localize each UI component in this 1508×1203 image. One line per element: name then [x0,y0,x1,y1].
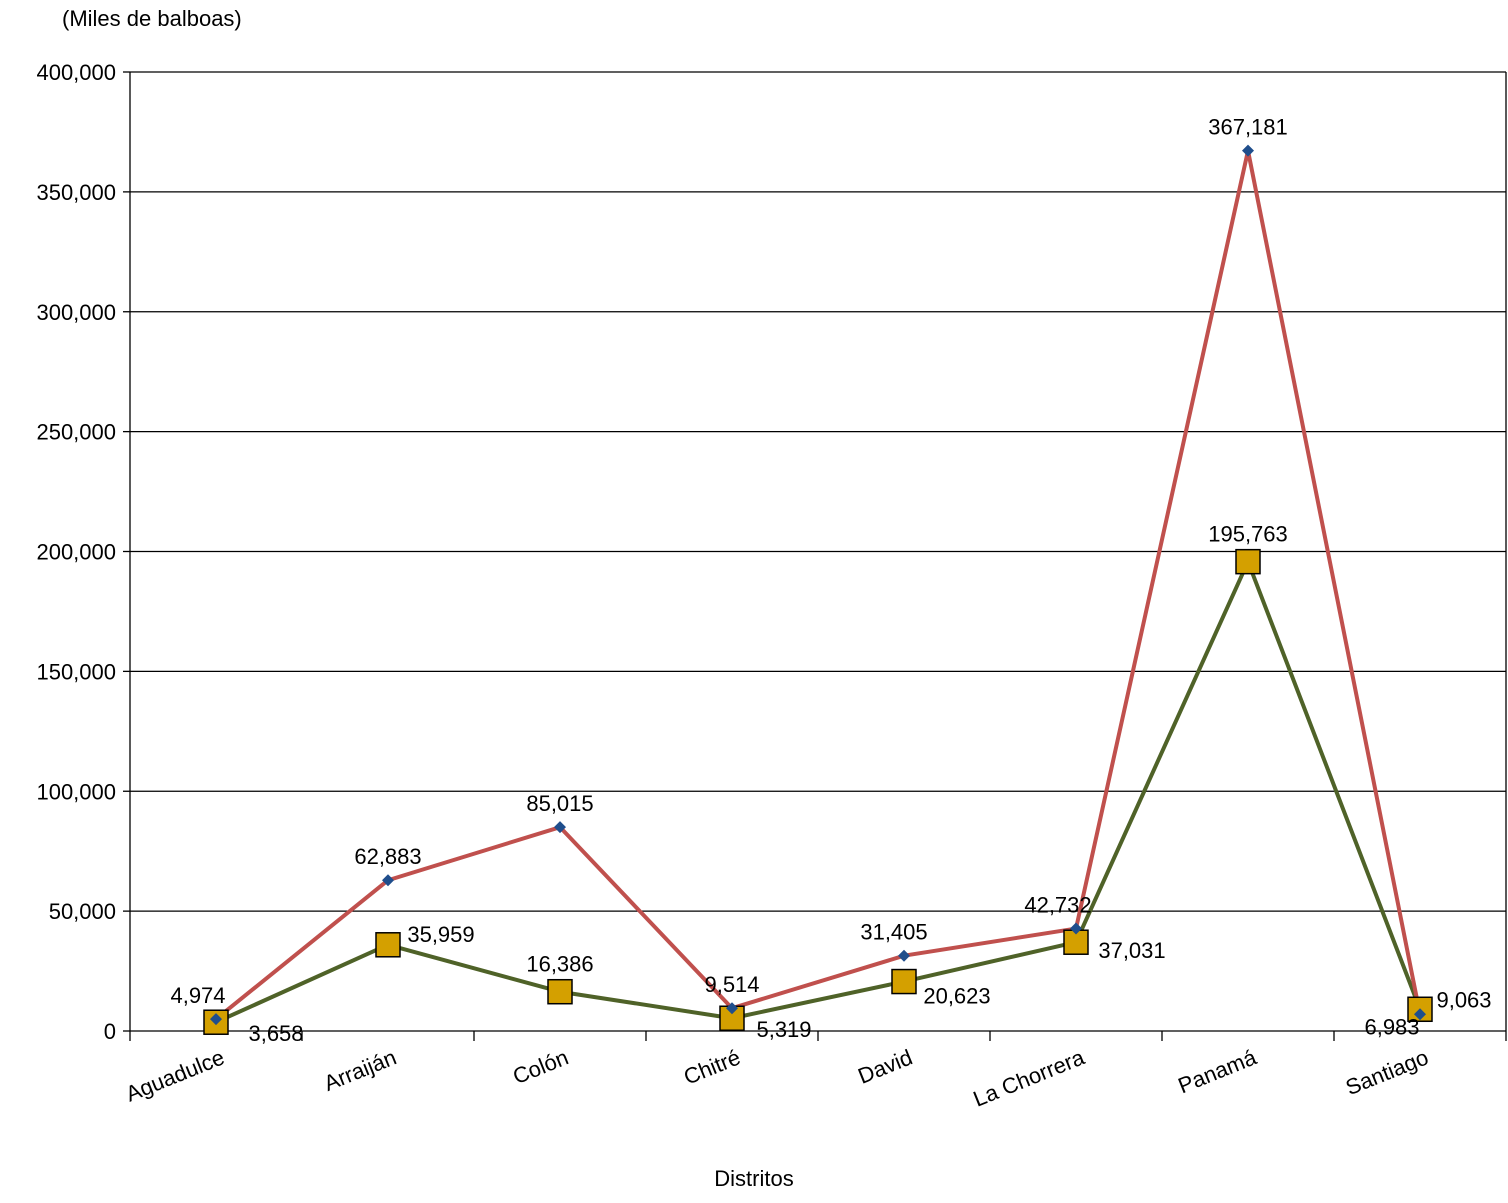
series-1-point [210,1013,222,1026]
y-tick-label: 100,000 [36,779,116,804]
x-tick-label: Arraiján [320,1044,400,1096]
axes [123,71,1507,1041]
gridlines [130,71,1506,912]
series-1-data-label: 6,983 [1364,1014,1419,1039]
y-tick-label: 400,000 [36,60,116,85]
series-1-point [554,821,566,834]
series-2-data-label: 20,623 [923,984,990,1009]
x-tick-label: Aguadulce [122,1044,228,1106]
series-1-data-label: 9,514 [704,972,759,997]
series-1-data-label: 85,015 [526,791,593,816]
series-1-point [1242,144,1254,157]
series-1-point [382,874,394,887]
y-tick-label: 350,000 [36,180,116,205]
series-2-data-label: 9,063 [1436,987,1491,1012]
x-tick-label: David [854,1044,916,1088]
x-tick-label: Panamá [1175,1044,1261,1098]
x-tick-labels: Aguadulce Arraiján Colón Chitré David La Chor… [122,1044,1432,1111]
y-tick-labels: 0 50,000 100,000 150,000 200,000 250,000 300,0… [36,60,116,1044]
x-tick-label: Santiago [1342,1044,1432,1100]
series-1-data-label: 367,181 [1208,115,1288,140]
series-1-point [898,949,910,962]
series-1-point [1070,922,1082,935]
series-2-data-label: 195,763 [1208,522,1288,547]
data-labels: 3,658 35,959 16,386 5,319 20,623 37,031 195,76… [170,115,1491,1047]
series-2-point [891,968,917,995]
x-tick-label: Colón [509,1044,572,1089]
series-1-data-label: 42,732 [1024,893,1091,918]
series-1-point [1414,1008,1426,1021]
series-2-data-label: 35,959 [407,922,474,947]
series-1-line [214,148,1422,1021]
y-tick-label: 250,000 [36,420,116,445]
series-1-data-label: 62,883 [354,844,421,869]
x-tick-label: Chitré [680,1044,744,1089]
series-2-point [547,978,573,1005]
series-2-data-label: 16,386 [526,952,593,977]
series-markers [203,144,1433,1035]
x-tick-label: La Chorrera [970,1044,1089,1111]
series-2-line [215,559,1422,1025]
series-2-point [1235,548,1261,575]
series-2-point [375,932,401,958]
series-2-data-label: 37,031 [1098,938,1165,963]
series-1-data-label: 4,974 [170,983,225,1008]
y-tick-label: 150,000 [36,659,116,684]
series-lines [214,148,1422,1025]
y-tick-label: 200,000 [36,540,116,565]
y-tick-label: 0 [104,1019,116,1044]
y-tick-label: 50,000 [49,899,116,924]
y-tick-label: 300,000 [36,300,116,325]
series-1-point [726,1002,738,1015]
y-unit-label: (Miles de balboas) [62,6,242,31]
x-axis-title: Distritos [714,1166,794,1191]
series-2-data-label: 5,319 [756,1017,811,1042]
series-2-data-label: 3,658 [248,1021,303,1046]
series-1-data-label: 31,405 [860,920,927,945]
